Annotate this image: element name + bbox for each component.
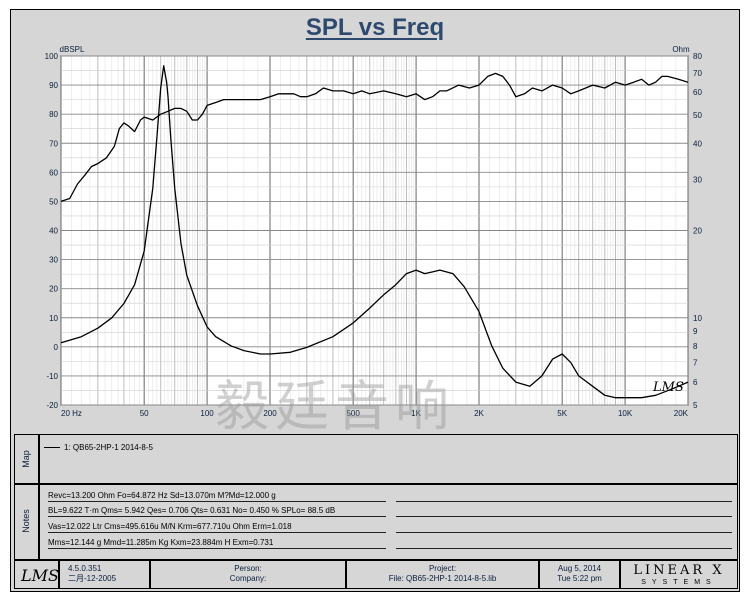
note-rule [396,516,732,517]
right-tick-label: 5 [693,401,698,410]
x-tick-label: 50 [140,409,149,418]
right-axis-label: Ohm [672,45,690,54]
chart-title: SPL vs Freq [305,14,445,41]
series-spl-line [60,72,689,203]
brand-sub: SYSTEMS [641,579,717,586]
brand-logo: LINEAR X [633,563,725,578]
note-line-1: Revc=13.200 Ohm Fo=64.872 Hz Sd=13.070m … [48,491,276,500]
x-tick-label: 20 Hz [61,409,82,418]
notes-side-box [14,484,39,560]
left-tick-label: 80 [49,110,58,119]
footer-version-cell: 4.5.0.351 二月-12-2005 [59,560,150,589]
legend-text: 1: QB65-2HP-1 2014-8-5 [64,443,153,452]
footer-lms-logo-cell: LMS [14,560,59,589]
left-tick-label: 10 [49,314,58,323]
note-rule [48,516,386,517]
notes-box [39,484,738,560]
file-label: File: QB65-2HP-1 2014-8-5.lib [388,574,497,583]
left-tick-label: 60 [49,168,58,177]
x-tick-label: 5K [557,409,567,418]
x-tick-label: 200 [263,409,277,418]
right-tick-label: 70 [693,69,702,78]
company-label: Company: [229,574,267,583]
right-tick-label: 9 [693,327,698,336]
right-tick-label: 50 [693,111,702,120]
x-tick-label: 100 [200,409,214,418]
footer-person-cell: Person: Company: [150,560,346,589]
person-label: Person: [234,564,262,573]
right-tick-label: 8 [693,342,698,351]
curve-lms-mark: LMS [653,380,684,395]
right-tick-label: 10 [693,314,702,323]
left-tick-label: 90 [49,81,58,90]
map-legend: 1: QB65-2HP-1 2014-8-5 [44,443,153,452]
left-tick-label: 70 [49,139,58,148]
right-tick-label: 20 [693,227,702,236]
note-line-2: BL=9.622 T·m Qms= 5.942 Qes= 0.706 Qts= … [48,506,336,515]
right-tick-label: 30 [693,175,702,184]
left-tick-label: -10 [46,372,58,381]
right-tick-label: 40 [693,139,702,148]
left-tick-label: 100 [45,52,59,61]
right-tick-label: 7 [693,359,698,368]
x-tick-label: 500 [346,409,360,418]
right-tick-label: 6 [693,378,698,387]
right-tick-label: 60 [693,88,702,97]
date: Aug 5, 2014 [557,564,602,573]
version: 4.5.0.351 [68,564,102,573]
map-side-label: Map [21,450,31,468]
x-tick-label: 2K [474,409,484,418]
project-label: Project: [428,564,457,573]
note-rule [396,532,732,533]
left-tick-label: 40 [49,227,58,236]
note-line-3: Vas=12.022 Ltr Cms=495.616u M/N Krm=677.… [48,522,292,531]
version-date: 二月-12-2005 [68,574,117,583]
legend-line-swatch [44,447,60,448]
x-tick-label: 1K [411,409,421,418]
watermark: 毅廷音响 [215,375,455,438]
x-tick-label: 10K [618,409,633,418]
left-tick-label: -20 [46,401,58,410]
note-rule [48,548,386,549]
map-box [39,434,738,484]
lms-logo: LMS [21,566,59,585]
series-impedance-line [60,65,689,399]
footer-date-cell: Aug 5, 2014 Tue 5:22 pm [539,560,620,589]
note-rule [396,548,732,549]
time: Tue 5:22 pm [557,574,602,583]
left-tick-label: 50 [49,197,58,206]
left-axis-label: dBSPL [60,45,85,54]
left-tick-label: 30 [49,256,58,265]
left-tick-label: 20 [49,285,58,294]
note-rule [396,501,732,502]
note-line-4: Mms=12.144 g Mmd=11.285m Kg Kxm=23.884m … [48,538,274,547]
footer-brand-cell: LINEAR X SYSTEMS [620,560,738,589]
x-tick-label: 20K [674,409,689,418]
notes-side-label: Notes [21,509,31,533]
note-rule [48,532,386,533]
footer-project-cell: Project: File: QB65-2HP-1 2014-8-5.lib [346,560,539,589]
right-tick-label: 80 [693,52,702,61]
note-rule [48,501,386,502]
map-side-box [14,434,39,484]
left-tick-label: 0 [54,343,59,352]
